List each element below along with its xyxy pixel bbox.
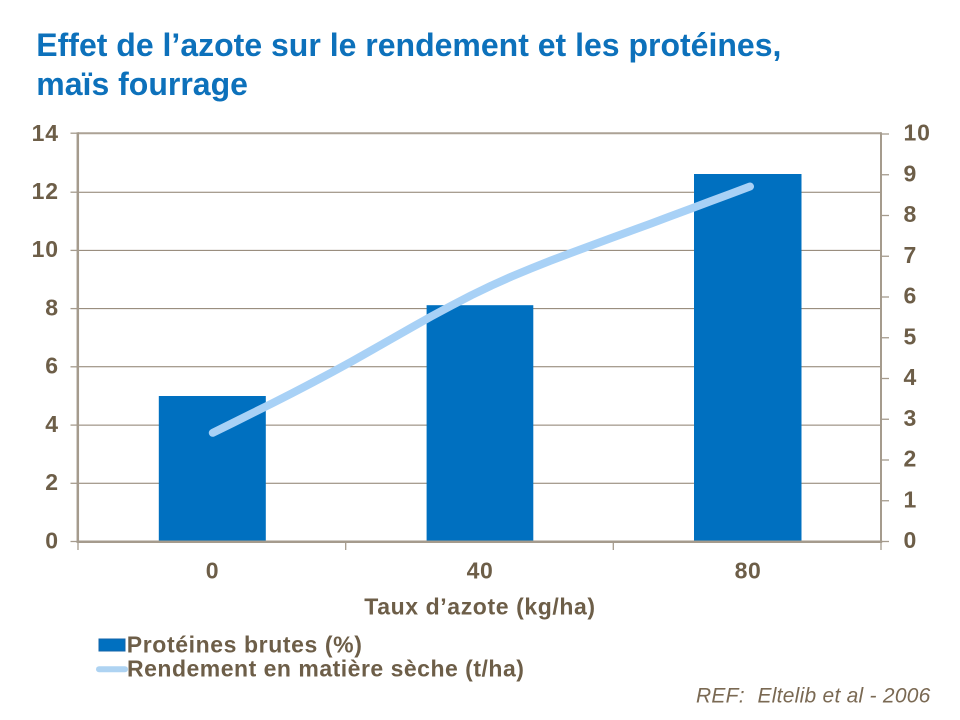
svg-text:2: 2 — [904, 446, 918, 472]
svg-text:7: 7 — [904, 242, 918, 268]
svg-text:maïs fourrage: maïs fourrage — [36, 66, 248, 102]
svg-text:9: 9 — [904, 160, 918, 186]
svg-text:Rendement en matière sèche (t/: Rendement en matière sèche (t/ha) — [127, 656, 524, 682]
svg-text:8: 8 — [904, 201, 918, 227]
svg-text:12: 12 — [32, 178, 59, 204]
svg-text:4: 4 — [904, 364, 918, 390]
svg-text:Taux d’azote (kg/ha): Taux d’azote (kg/ha) — [364, 594, 595, 620]
svg-text:REF:: REF: — [696, 685, 745, 708]
svg-text:14: 14 — [32, 120, 59, 146]
svg-text:2: 2 — [45, 469, 59, 495]
svg-text:5: 5 — [904, 323, 918, 349]
svg-text:Effet de l’azote sur le rendem: Effet de l’azote sur le rendement et les… — [36, 27, 781, 63]
svg-text:80: 80 — [735, 558, 762, 584]
svg-text:6: 6 — [45, 353, 59, 379]
svg-text:10: 10 — [904, 120, 931, 146]
svg-text:40: 40 — [467, 558, 494, 584]
svg-text:0: 0 — [206, 558, 219, 584]
svg-text:3: 3 — [904, 405, 918, 431]
svg-text:4: 4 — [45, 411, 59, 437]
svg-text:Protéines brutes (%): Protéines brutes (%) — [127, 632, 363, 658]
svg-text:1: 1 — [904, 486, 918, 512]
svg-text:10: 10 — [32, 236, 59, 262]
svg-text:Eltelib et al - 2006: Eltelib et al - 2006 — [758, 685, 931, 708]
svg-text:0: 0 — [904, 527, 918, 553]
svg-text:6: 6 — [904, 283, 918, 309]
svg-text:0: 0 — [45, 527, 59, 553]
svg-text:8: 8 — [45, 294, 59, 320]
